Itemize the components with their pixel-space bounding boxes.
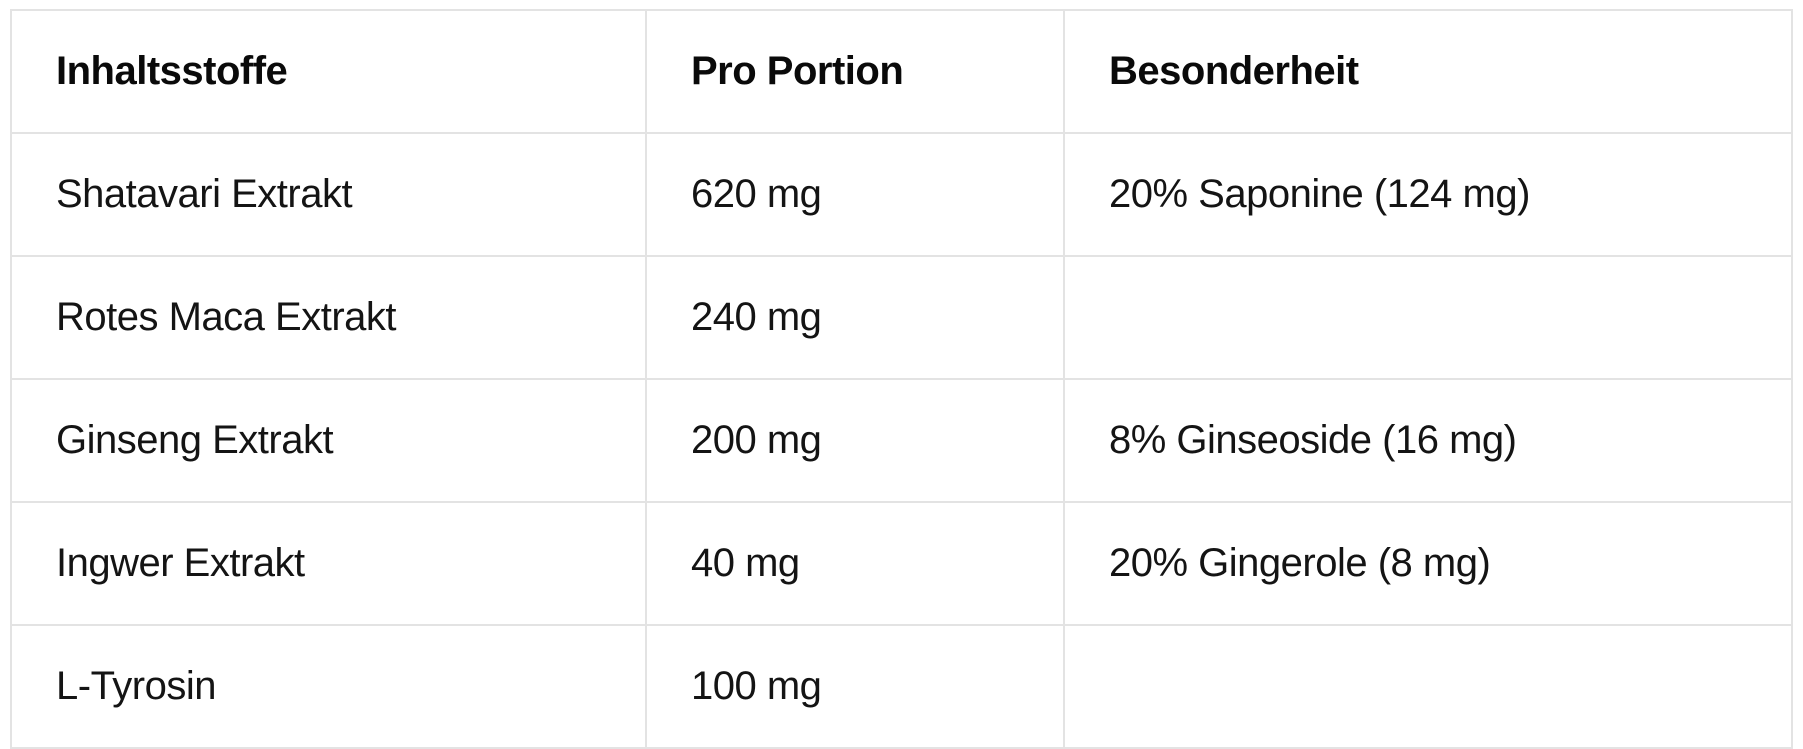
portion-amount-cell: 620 mg <box>645 132 1065 257</box>
ingredients-table: Inhaltsstoffe Pro Portion Besonderheit S… <box>10 9 1793 749</box>
portion-amount-cell: 100 mg <box>645 624 1065 749</box>
special-feature-cell <box>1063 255 1793 380</box>
column-header-ingredients: Inhaltsstoffe <box>10 9 647 134</box>
special-feature-cell: 20% Gingerole (8 mg) <box>1063 501 1793 626</box>
ingredient-name-cell: Shatavari Extrakt <box>10 132 647 257</box>
table-header-row: Inhaltsstoffe Pro Portion Besonderheit <box>10 9 1793 134</box>
ingredient-name-cell: Ingwer Extrakt <box>10 501 647 626</box>
table-row: Shatavari Extrakt 620 mg 20% Saponine (1… <box>10 132 1793 257</box>
ingredient-name-cell: L-Tyrosin <box>10 624 647 749</box>
ingredients-table-wrapper: Inhaltsstoffe Pro Portion Besonderheit S… <box>10 9 1793 749</box>
ingredient-name-cell: Ginseng Extrakt <box>10 378 647 503</box>
portion-amount-cell: 200 mg <box>645 378 1065 503</box>
table-row: Rotes Maca Extrakt 240 mg <box>10 255 1793 380</box>
portion-amount-cell: 40 mg <box>645 501 1065 626</box>
special-feature-cell <box>1063 624 1793 749</box>
table-row: Ingwer Extrakt 40 mg 20% Gingerole (8 mg… <box>10 501 1793 626</box>
column-header-special-feature: Besonderheit <box>1063 9 1793 134</box>
ingredient-name-cell: Rotes Maca Extrakt <box>10 255 647 380</box>
column-header-per-portion: Pro Portion <box>645 9 1065 134</box>
portion-amount-cell: 240 mg <box>645 255 1065 380</box>
special-feature-cell: 20% Saponine (124 mg) <box>1063 132 1793 257</box>
table-row: L-Tyrosin 100 mg <box>10 624 1793 749</box>
special-feature-cell: 8% Ginseoside (16 mg) <box>1063 378 1793 503</box>
table-row: Ginseng Extrakt 200 mg 8% Ginseoside (16… <box>10 378 1793 503</box>
